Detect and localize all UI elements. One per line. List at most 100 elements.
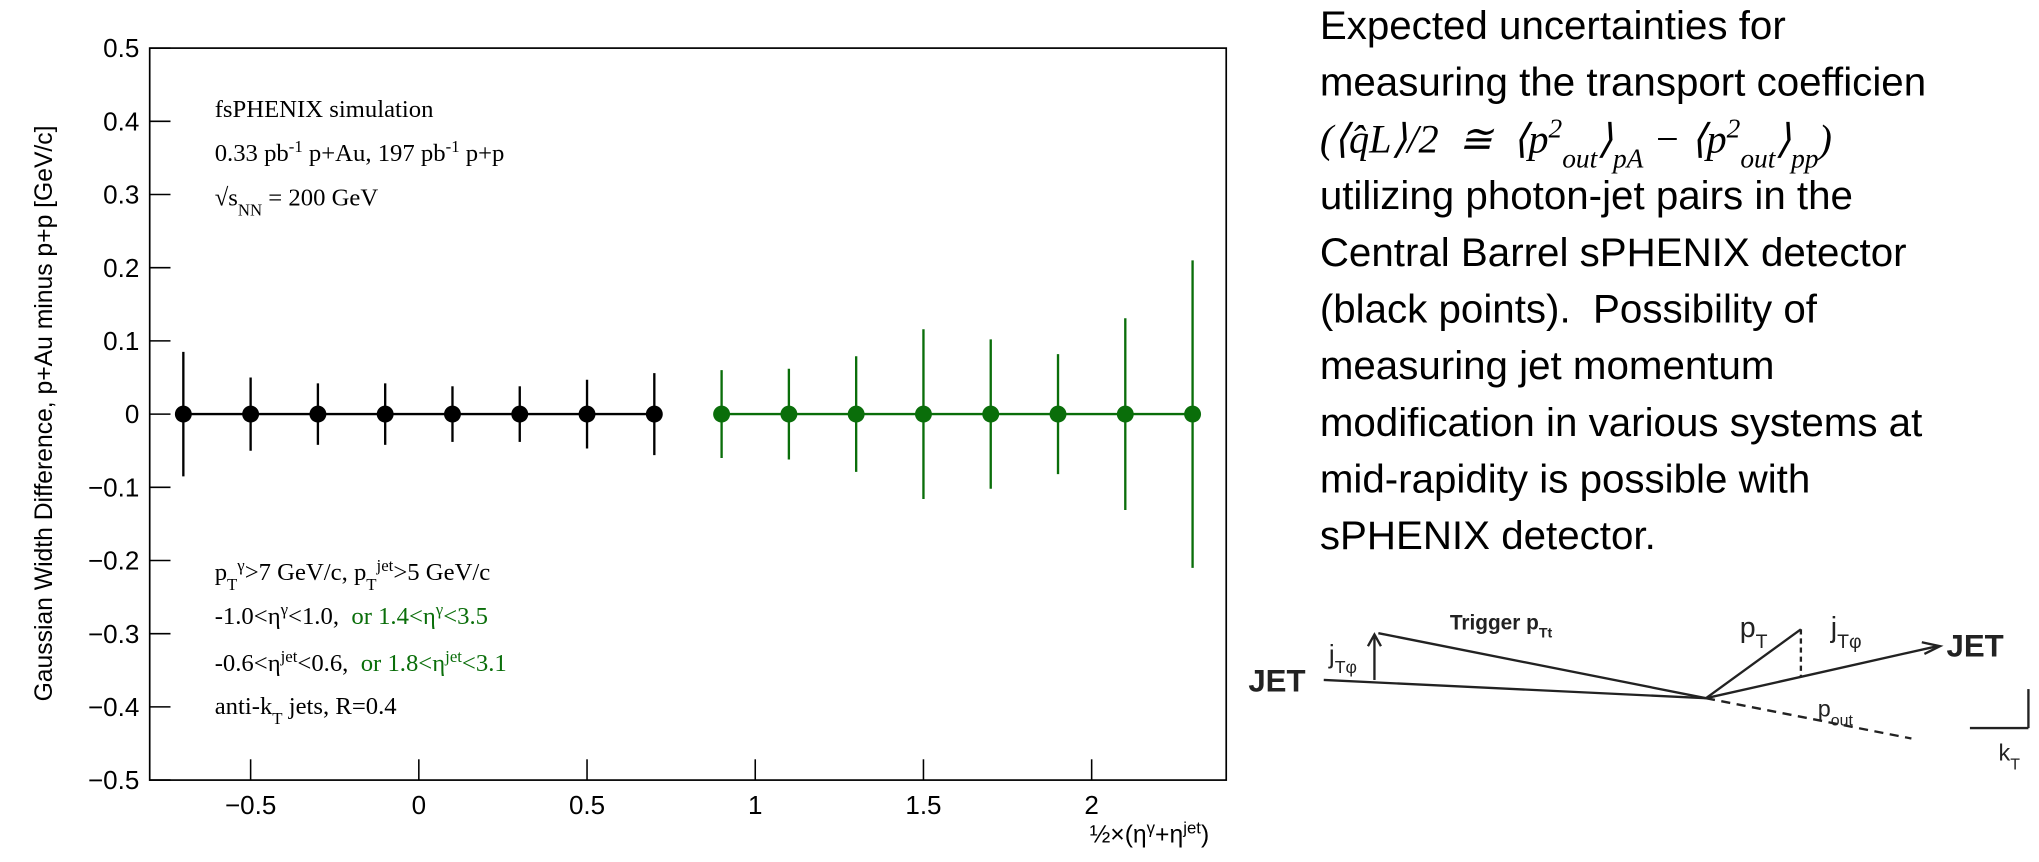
- jet-line: [1705, 645, 1938, 700]
- text-run: T: [227, 574, 237, 593]
- diagram-label: JET: [1947, 629, 2004, 664]
- data-point: [444, 405, 461, 423]
- text-run: ½×(η: [1090, 821, 1147, 848]
- text-run: JET: [1248, 664, 1305, 699]
- text-run: 0.33 pb: [215, 140, 289, 167]
- text-run: -0.6<η: [215, 650, 281, 677]
- text-run: pp: [1789, 143, 1818, 173]
- paragraph-line: Central Barrel sPHENIX detector: [1320, 230, 1907, 275]
- text-run: jet: [1182, 818, 1201, 837]
- y-tick-label: 0.3: [103, 180, 139, 210]
- y-tick-label: 0.1: [103, 326, 139, 356]
- text-run: 2: [1549, 113, 1563, 143]
- data-point: [915, 405, 932, 423]
- data-point: [174, 405, 192, 423]
- text-run: out: [1740, 143, 1776, 173]
- pt-line: [1705, 628, 1802, 700]
- data-point: [780, 405, 798, 423]
- paragraph-line: measuring the transport coefficien: [1320, 60, 1926, 105]
- text-run: j: [1328, 639, 1335, 669]
- text-run: out: [1562, 143, 1598, 173]
- y-tick-label: 0.2: [103, 253, 139, 283]
- y-tick-label: −0.4: [88, 692, 139, 722]
- text-run: -1: [289, 137, 303, 156]
- text-run: Central Barrel sPHENIX detector: [1320, 230, 1907, 275]
- text-run: <3.5: [443, 603, 488, 630]
- text-run: mid-rapidity is possible with: [1320, 456, 1810, 501]
- text-run: or 1.8<η: [361, 650, 445, 677]
- y-tick-label: −0.1: [88, 472, 139, 502]
- annotation: fsPHENIX simulation: [215, 96, 434, 123]
- text-run: γ: [1147, 818, 1156, 837]
- trigger-line: [1378, 632, 1707, 700]
- text-run: γ: [280, 600, 289, 619]
- data-point: [242, 405, 260, 423]
- paragraph-line: measuring jet momentum: [1320, 343, 1775, 388]
- text-run: >5 GeV/c: [393, 559, 490, 586]
- text-run: (⟨q̂L⟩/2 ≅ ⟨p: [1320, 116, 1549, 161]
- text-run: jet: [376, 555, 394, 574]
- y-tick-label: 0: [125, 399, 139, 429]
- arrow-head: [1921, 641, 1944, 656]
- annotation: -0.6<ηjet<0.6, or 1.8<ηjet<3.1: [215, 646, 507, 677]
- diagram: [1323, 628, 2030, 740]
- diagram-label: kT: [1999, 740, 2021, 773]
- data-point: [645, 405, 663, 423]
- paragraph-line: sPHENIX detector.: [1320, 513, 1656, 558]
- x-tick-label: 1.5: [905, 790, 941, 820]
- annotation: anti-kT jets, R=0.4: [215, 693, 397, 728]
- y-axis-label: Gaussian Width Difference, p+Au minus p+…: [31, 126, 58, 702]
- text-run: γ: [236, 555, 245, 574]
- data-point: [1049, 405, 1067, 423]
- text-run: -1.0<η: [215, 603, 281, 630]
- dashed-line: [1705, 697, 1912, 740]
- data-point: [578, 405, 596, 423]
- text-run: measuring the transport coefficien: [1320, 60, 1926, 105]
- text-run: -1: [446, 137, 460, 156]
- diagram-label: pT: [1740, 612, 1768, 653]
- text-run: ): [1816, 116, 1831, 161]
- paragraph-line: modification in various systems at: [1320, 400, 1922, 445]
- y-tick-label: −0.3: [88, 619, 139, 649]
- text-run: T: [2010, 756, 2020, 773]
- x-tick-label: 2: [1084, 790, 1098, 820]
- text-run: jet: [444, 646, 462, 665]
- text-run: T: [1756, 631, 1768, 653]
- text-run: >7 GeV/c, p: [245, 559, 367, 586]
- y-tick-label: 0.5: [103, 33, 139, 63]
- text-run: fsPHENIX simulation: [215, 96, 434, 123]
- text-run: p: [215, 559, 227, 586]
- text-run: JET: [1947, 629, 2004, 664]
- text-run: p: [1818, 695, 1831, 721]
- text-run: (black points). Possibility of: [1320, 286, 1818, 331]
- text-run: <1.0,: [288, 603, 351, 630]
- text-run: k: [1999, 740, 2011, 766]
- diagram-label: JET: [1248, 664, 1305, 699]
- text-run: γ: [435, 600, 444, 619]
- text-run: anti-k: [215, 693, 273, 720]
- text-run: ): [1201, 821, 1209, 848]
- text-run: T: [366, 574, 376, 593]
- arrow-head: [1366, 632, 1382, 647]
- data-point: [376, 405, 394, 423]
- text-run: ⟩: [1597, 116, 1613, 161]
- text-run: jets, R=0.4: [283, 693, 397, 720]
- data-point: [1116, 405, 1134, 423]
- text-run: utilizing photon-jet pairs in the: [1320, 173, 1853, 218]
- data-point: [713, 405, 731, 423]
- annotation: 0.33 pb-1 p+Au, 197 pb-1 p+p: [215, 137, 505, 167]
- text-run: modification in various systems at: [1320, 400, 1922, 445]
- x-tick-label: 0: [412, 790, 426, 820]
- data-point: [1184, 405, 1202, 423]
- x-tick-label: 1: [748, 790, 762, 820]
- jet-line: [1323, 678, 1707, 700]
- annotation: √sNN = 200 GeV: [215, 184, 379, 219]
- diagram-label: jTφ: [1830, 612, 1862, 653]
- text-run: T: [272, 708, 282, 727]
- text-run: measuring jet momentum: [1320, 343, 1775, 388]
- data-point: [309, 405, 327, 423]
- diagram-label: jTφ: [1328, 639, 1357, 677]
- x-tick-label: 0.5: [569, 790, 605, 820]
- text-run: j: [1830, 612, 1837, 644]
